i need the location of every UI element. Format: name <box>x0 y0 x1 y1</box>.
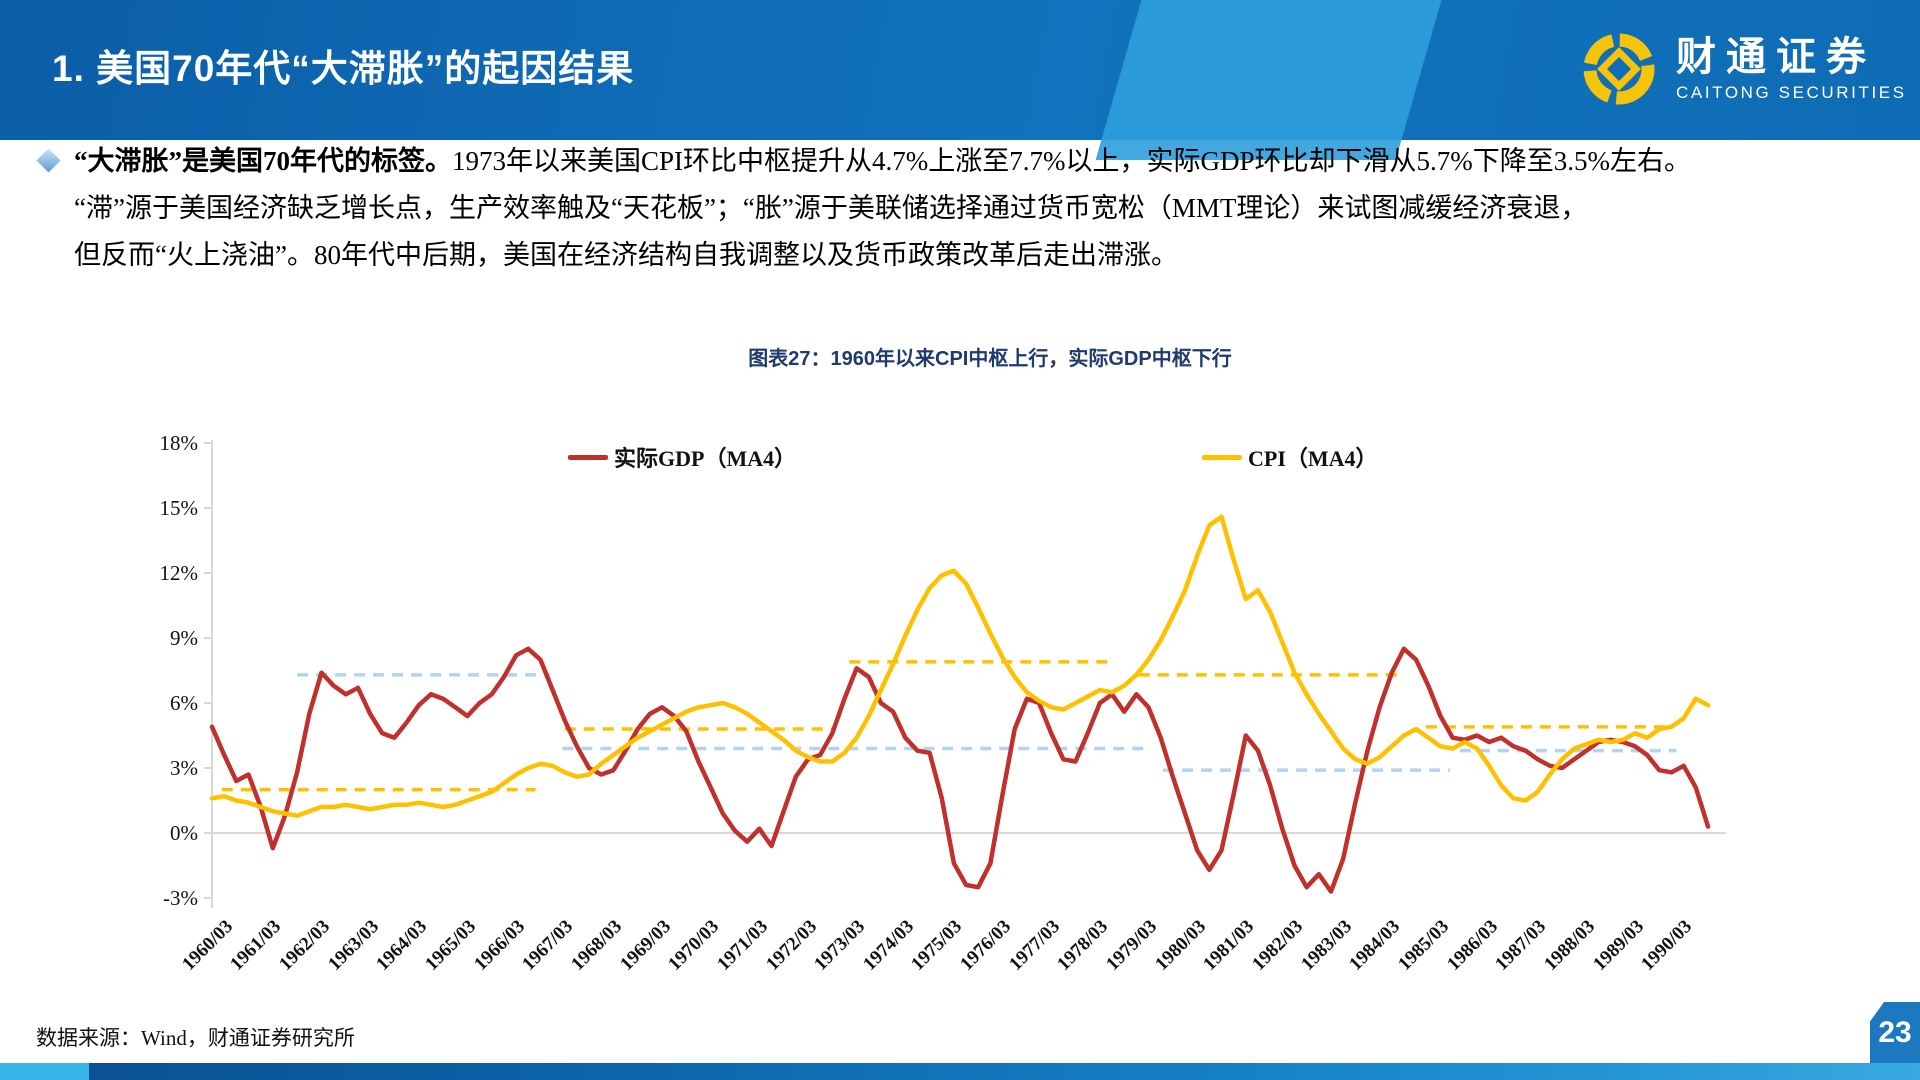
paragraph-text: “滞”源于美国经济缺乏增长点，生产效率触及“天花板”；“胀”源于美联储选择通过货… <box>74 193 1588 223</box>
logo-text-cn: 财通证券 <box>1676 34 1876 79</box>
page-title: 1. 美国70年代“大滞胀”的起因结果 <box>52 48 635 89</box>
y-axis-label: 15% <box>159 496 199 520</box>
company-logo: 财通证券 CAITONG SECURITIES <box>1578 28 1907 110</box>
cpi-legend-swatch-icon <box>1202 454 1242 460</box>
y-axis-label: 9% <box>170 626 198 650</box>
y-axis-label: 12% <box>159 561 199 585</box>
header-bar: 1. 美国70年代“大滞胀”的起因结果 财通证券 CAITONG SECURIT… <box>0 0 1920 160</box>
paragraph-text: 但反而“火上浇油”。80年代中后期，美国在经济结构自我调整以及货币政策改革后走出… <box>74 240 1178 270</box>
page-number-badge: 23 <box>1870 1002 1920 1063</box>
y-axis-label: 6% <box>170 691 198 715</box>
gdp-legend-label: 实际GDP（MA4） <box>614 446 797 471</box>
bottom-bar-accent <box>0 1063 89 1080</box>
paragraph-line: 但反而“火上浇油”。80年代中后期，美国在经济结构自我调整以及货币政策改革后走出… <box>74 232 1566 279</box>
y-axis-label: -3% <box>163 886 198 910</box>
paragraph-line: “大滞胀”是美国70年代的标签。1973年以来美国CPI环比中枢提升从4.7%上… <box>74 138 1691 185</box>
y-axis-label: 18% <box>159 431 199 455</box>
paragraph-bold-lead: “大滞胀”是美国70年代的标签。 <box>74 146 452 176</box>
y-axis-label: 0% <box>170 821 198 845</box>
chart-title: 图表27：1960年以来CPI中枢上行，实际GDP中枢下行 <box>748 348 1232 370</box>
paragraph-line: “滞”源于美国经济缺乏增长点，生产效率触及“天花板”；“胀”源于美联储选择通过货… <box>74 185 1587 232</box>
paragraph-text: 1973年以来美国CPI环比中枢提升从4.7%上涨至7.7%以上，实际GDP环比… <box>452 146 1691 176</box>
logo-text-en: CAITONG SECURITIES <box>1676 83 1907 102</box>
y-axis-label: 3% <box>170 756 198 780</box>
caitong-emblem-icon <box>1583 33 1655 105</box>
cpi-line <box>209 514 1711 818</box>
legend-item-gdp: 实际GDP（MA4） <box>568 441 796 473</box>
legend-item-cpi: CPI（MA4） <box>1202 441 1378 473</box>
gdp-legend-swatch-icon <box>568 454 608 460</box>
gdp-line <box>209 646 1711 894</box>
data-source-note: 数据来源：Wind，财通证券研究所 <box>36 1026 355 1050</box>
cpi-legend-label: CPI（MA4） <box>1248 446 1378 471</box>
bottom-bar <box>0 1063 1920 1080</box>
summary-paragraph: “大滞胀”是美国70年代的标签。1973年以来美国CPI环比中枢提升从4.7%上… <box>36 138 1691 279</box>
